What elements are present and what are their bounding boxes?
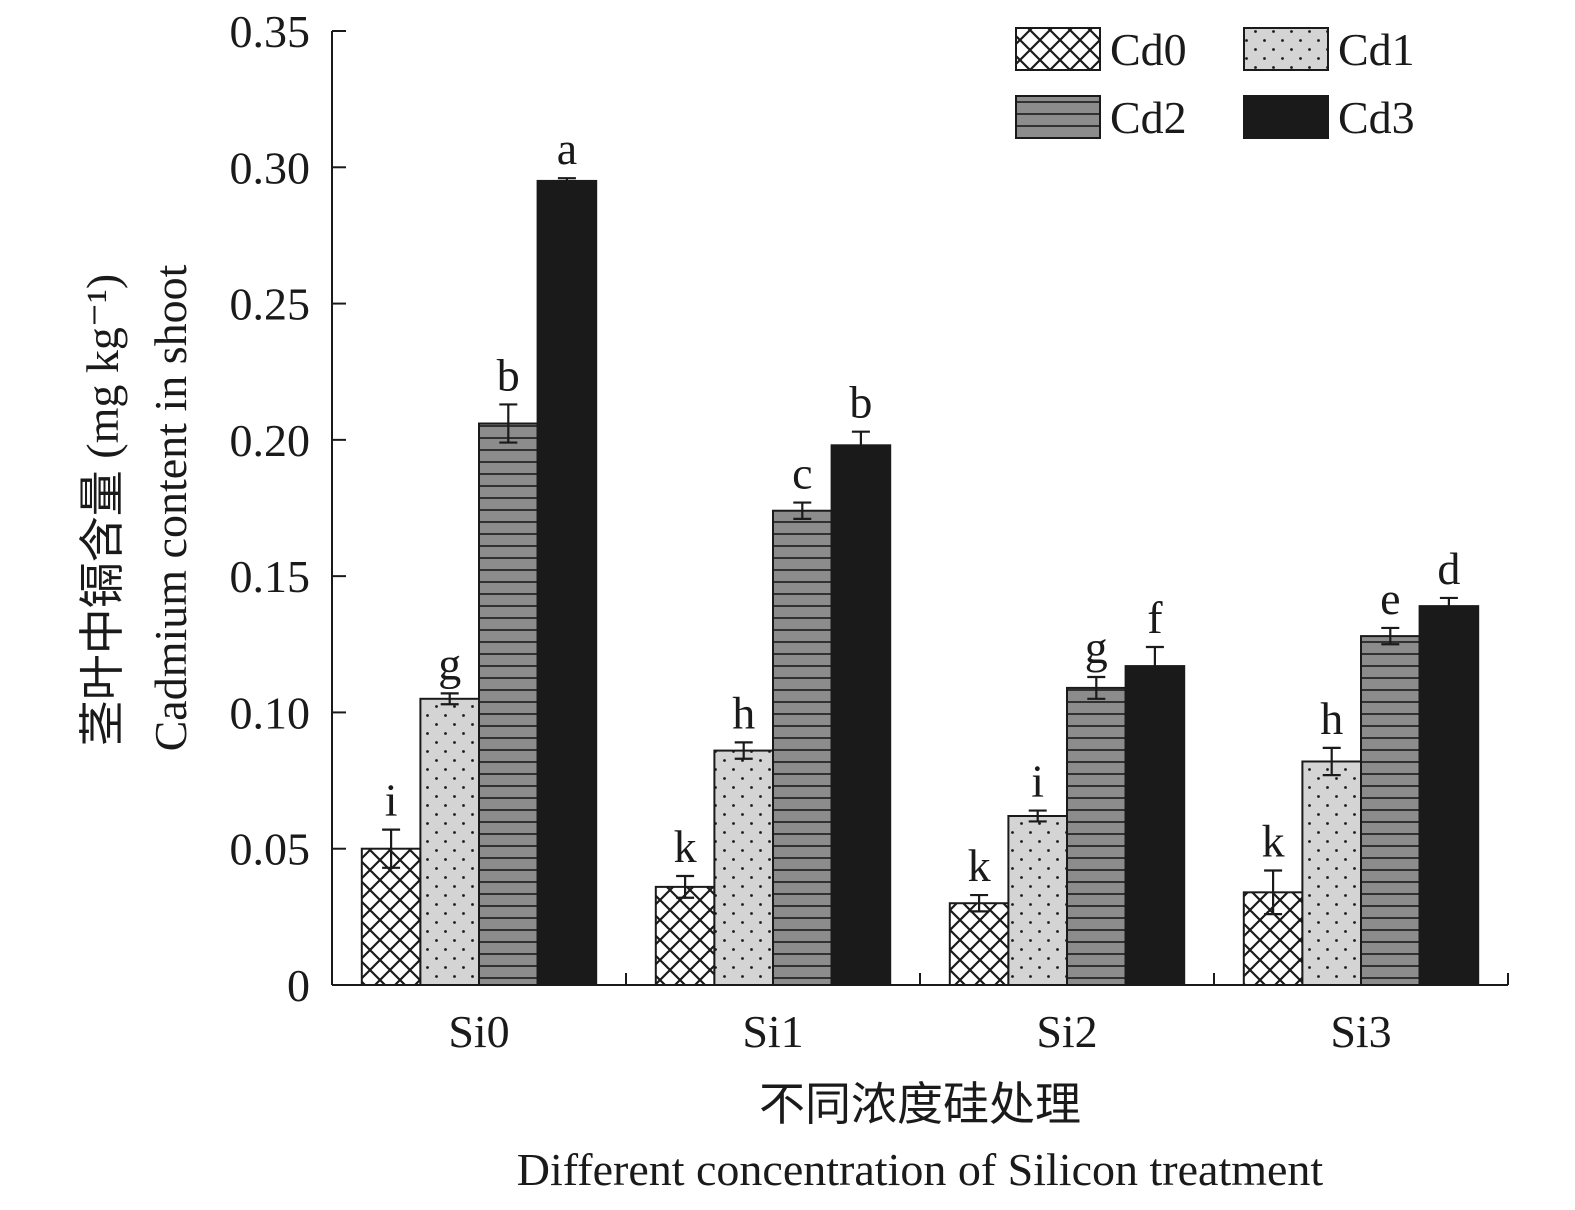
bar-cd2-si0 (478, 422, 539, 986)
error-bar (1028, 809, 1047, 823)
bar-cd2-si1 (772, 509, 833, 986)
error-bar (1381, 626, 1400, 646)
bar-cd1-si2 (1007, 815, 1069, 987)
error-bar (440, 692, 459, 706)
x-tick-label: Si1 (742, 1006, 803, 1057)
y-tick-label: 0.35 (230, 6, 311, 57)
error-bar (793, 501, 812, 521)
error-bar (734, 741, 753, 760)
significance-letter: g (1085, 622, 1108, 673)
bar-cd3-si1 (830, 444, 892, 986)
error-bar (382, 828, 401, 869)
y-ticks: 0 0.05 0.10 0.15 0.20 0.25 0.30 0.35 (230, 6, 346, 1011)
significance-letter: c (792, 448, 812, 499)
legend-label-cd0: Cd0 (1110, 24, 1187, 75)
bar-cd3-si3 (1418, 605, 1480, 987)
legend-swatch-cd1 (1243, 27, 1329, 71)
error-bar (970, 893, 989, 913)
legend-swatch-cd0 (1015, 27, 1101, 71)
x-ticks: Si0 Si1 Si2 Si3 (448, 973, 1509, 1057)
error-bar (676, 874, 695, 899)
bar-cd3-si0 (536, 179, 598, 986)
legend-label-cd3: Cd3 (1338, 92, 1415, 143)
error-bar (499, 403, 518, 444)
bar-cd2-si2 (1066, 686, 1127, 986)
bar-cd0-si0 (360, 847, 422, 987)
significance-letter: d (1437, 543, 1460, 594)
error-bar (1145, 645, 1164, 687)
x-tick-label: Si3 (1330, 1006, 1391, 1057)
significance-letter: b (497, 349, 520, 400)
error-bar (557, 177, 576, 185)
bar-cd1-si1 (713, 749, 775, 986)
x-axis-label-en: Different concentration of Silicon treat… (517, 1144, 1324, 1195)
y-tick-label: 0.30 (230, 142, 311, 193)
significance-letter: k (674, 821, 697, 872)
significance-letter: k (968, 840, 991, 891)
y-axis-label-cn: 茎叶中镉含量 (mg kg⁻¹) (77, 274, 128, 747)
error-bar (1439, 596, 1458, 616)
bar-cd3-si2 (1124, 665, 1186, 986)
y-axis-label-en: Cadmium content in shoot (145, 264, 196, 751)
x-axis-label-cn: 不同浓度硅处理 (759, 1079, 1081, 1130)
bar-cd0-si2 (948, 902, 1010, 987)
y-tick-label: 0 (287, 960, 310, 1011)
error-bar (1264, 869, 1283, 916)
error-bar (1087, 675, 1106, 700)
x-tick-label: Si0 (448, 1006, 509, 1057)
legend-swatch-cd2 (1015, 95, 1101, 139)
significance-letter: b (849, 377, 872, 428)
x-tick-label: Si2 (1036, 1006, 1097, 1057)
legend-label-cd2: Cd2 (1110, 92, 1187, 143)
bar-cd0-si1 (654, 885, 716, 986)
significance-letter: h (1320, 693, 1343, 744)
y-tick-label: 0.10 (230, 687, 311, 738)
bar-cd2-si3 (1360, 635, 1421, 986)
y-tick-label: 0.15 (230, 551, 311, 602)
significance-letter: h (732, 687, 755, 738)
bar-cd1-si0 (419, 697, 480, 986)
legend-swatch-cd3 (1243, 95, 1329, 139)
error-bar (851, 430, 870, 461)
bar-cd1-si3 (1301, 760, 1363, 987)
significance-letter: i (385, 775, 398, 826)
error-bar (1322, 746, 1341, 777)
significance-letter: k (1262, 816, 1285, 867)
y-tick-label: 0.20 (230, 415, 311, 466)
significance-letter: i (1031, 756, 1044, 807)
significance-letter: g (438, 638, 461, 689)
significance-letter: a (557, 123, 577, 174)
y-tick-label: 0.05 (230, 824, 311, 875)
significance-letter: e (1380, 573, 1400, 624)
legend-label-cd1: Cd1 (1338, 24, 1415, 75)
y-tick-label: 0.25 (230, 279, 311, 330)
significance-letter: f (1147, 592, 1163, 643)
legend: Cd0 Cd1 Cd2 Cd3 (1015, 24, 1415, 143)
